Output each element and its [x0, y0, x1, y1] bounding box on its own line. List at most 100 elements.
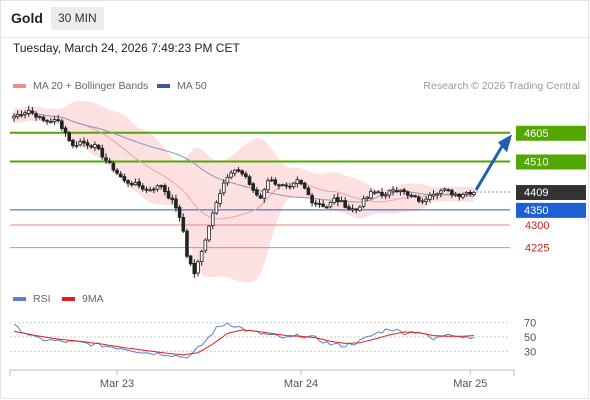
candle-body [457, 193, 462, 198]
candle [185, 228, 189, 259]
candle-body [166, 190, 171, 199]
candle [453, 191, 458, 198]
candle [30, 107, 35, 115]
candle [37, 115, 42, 120]
header-divider [0, 37, 590, 38]
resistance-label-4605: 4605 [524, 128, 548, 140]
candle [405, 190, 410, 199]
candle-body [398, 189, 403, 192]
candle-body [177, 206, 182, 218]
legend-ma50-swatch [157, 84, 170, 88]
candle [118, 171, 123, 178]
candle [163, 183, 167, 196]
candle-body [350, 208, 355, 211]
candle-body [376, 191, 381, 194]
timeframe-button[interactable]: 30 MIN [51, 7, 104, 30]
candle [19, 110, 24, 118]
candle-body [339, 199, 344, 203]
candle [336, 193, 340, 207]
candle [328, 201, 333, 209]
candle [376, 189, 381, 194]
legend-rsi: RSI [13, 293, 51, 305]
candle-body [409, 194, 414, 197]
last-price-tag [516, 185, 586, 201]
candle [255, 187, 259, 197]
candle [310, 192, 314, 207]
candle [218, 189, 222, 208]
candle [361, 195, 366, 209]
resistance-tag-4605 [516, 125, 586, 141]
candle [148, 186, 152, 192]
candle-body [67, 132, 72, 142]
candle-body [424, 198, 428, 202]
candle [464, 191, 469, 197]
candle [49, 118, 53, 124]
candle [402, 187, 406, 195]
candle-body [383, 194, 388, 197]
candle [199, 249, 204, 266]
pivot-label: 4350 [524, 205, 548, 217]
candle [170, 194, 175, 205]
candle [93, 141, 97, 151]
candle-body [82, 140, 86, 144]
candle-body [255, 189, 259, 196]
legend-ma50: MA 50 [157, 80, 207, 92]
candle-body [96, 144, 101, 150]
candle-body [148, 189, 152, 192]
candle-body [214, 202, 219, 214]
candle-body [310, 194, 314, 204]
candle [343, 196, 347, 209]
candle-body [111, 162, 116, 171]
candle-body [152, 188, 156, 191]
support-label-4300: 4300 [525, 220, 549, 232]
candle [398, 189, 403, 196]
candle-body [199, 251, 204, 263]
candle-body [317, 203, 322, 206]
candle-body [461, 194, 465, 198]
candle-body [313, 202, 318, 205]
candle-body [129, 183, 134, 186]
candle [391, 186, 395, 196]
candle-body [372, 191, 377, 194]
candle-body [336, 197, 340, 203]
candle-body [295, 179, 300, 184]
candle-body [232, 169, 237, 174]
candle [210, 210, 215, 230]
candle-body [41, 116, 46, 121]
legend-9ma: 9MA [62, 293, 104, 305]
candle [236, 167, 241, 173]
candle-body [439, 190, 443, 194]
candle [383, 191, 388, 200]
candle [280, 183, 285, 187]
legend-9ma-swatch [62, 297, 75, 301]
candle-body [118, 173, 123, 178]
candle [214, 200, 219, 215]
candle [365, 196, 370, 202]
candle-body [85, 142, 90, 146]
candle [277, 183, 281, 190]
candle [155, 184, 160, 192]
candle-body [71, 139, 75, 147]
legend-ma50-label: MA 50 [177, 80, 207, 92]
candle-body [89, 145, 94, 148]
ma20-line [13, 113, 475, 220]
candle-body [229, 172, 233, 178]
candle-body [159, 185, 164, 188]
target-arrow-shaft [474, 145, 504, 191]
last-price-label: 4409 [524, 187, 548, 199]
candle [273, 177, 278, 186]
candle [317, 199, 322, 208]
candle [332, 194, 336, 205]
candle [100, 144, 105, 160]
candle [115, 168, 119, 176]
rsi-line [13, 322, 475, 359]
candle-body [277, 184, 281, 187]
candle-body [155, 185, 160, 190]
candle [196, 259, 200, 277]
candle [225, 174, 230, 186]
candle [416, 195, 421, 204]
candle [96, 143, 101, 151]
candle-body [420, 200, 425, 203]
candle-body [453, 193, 458, 196]
candle [152, 186, 156, 194]
